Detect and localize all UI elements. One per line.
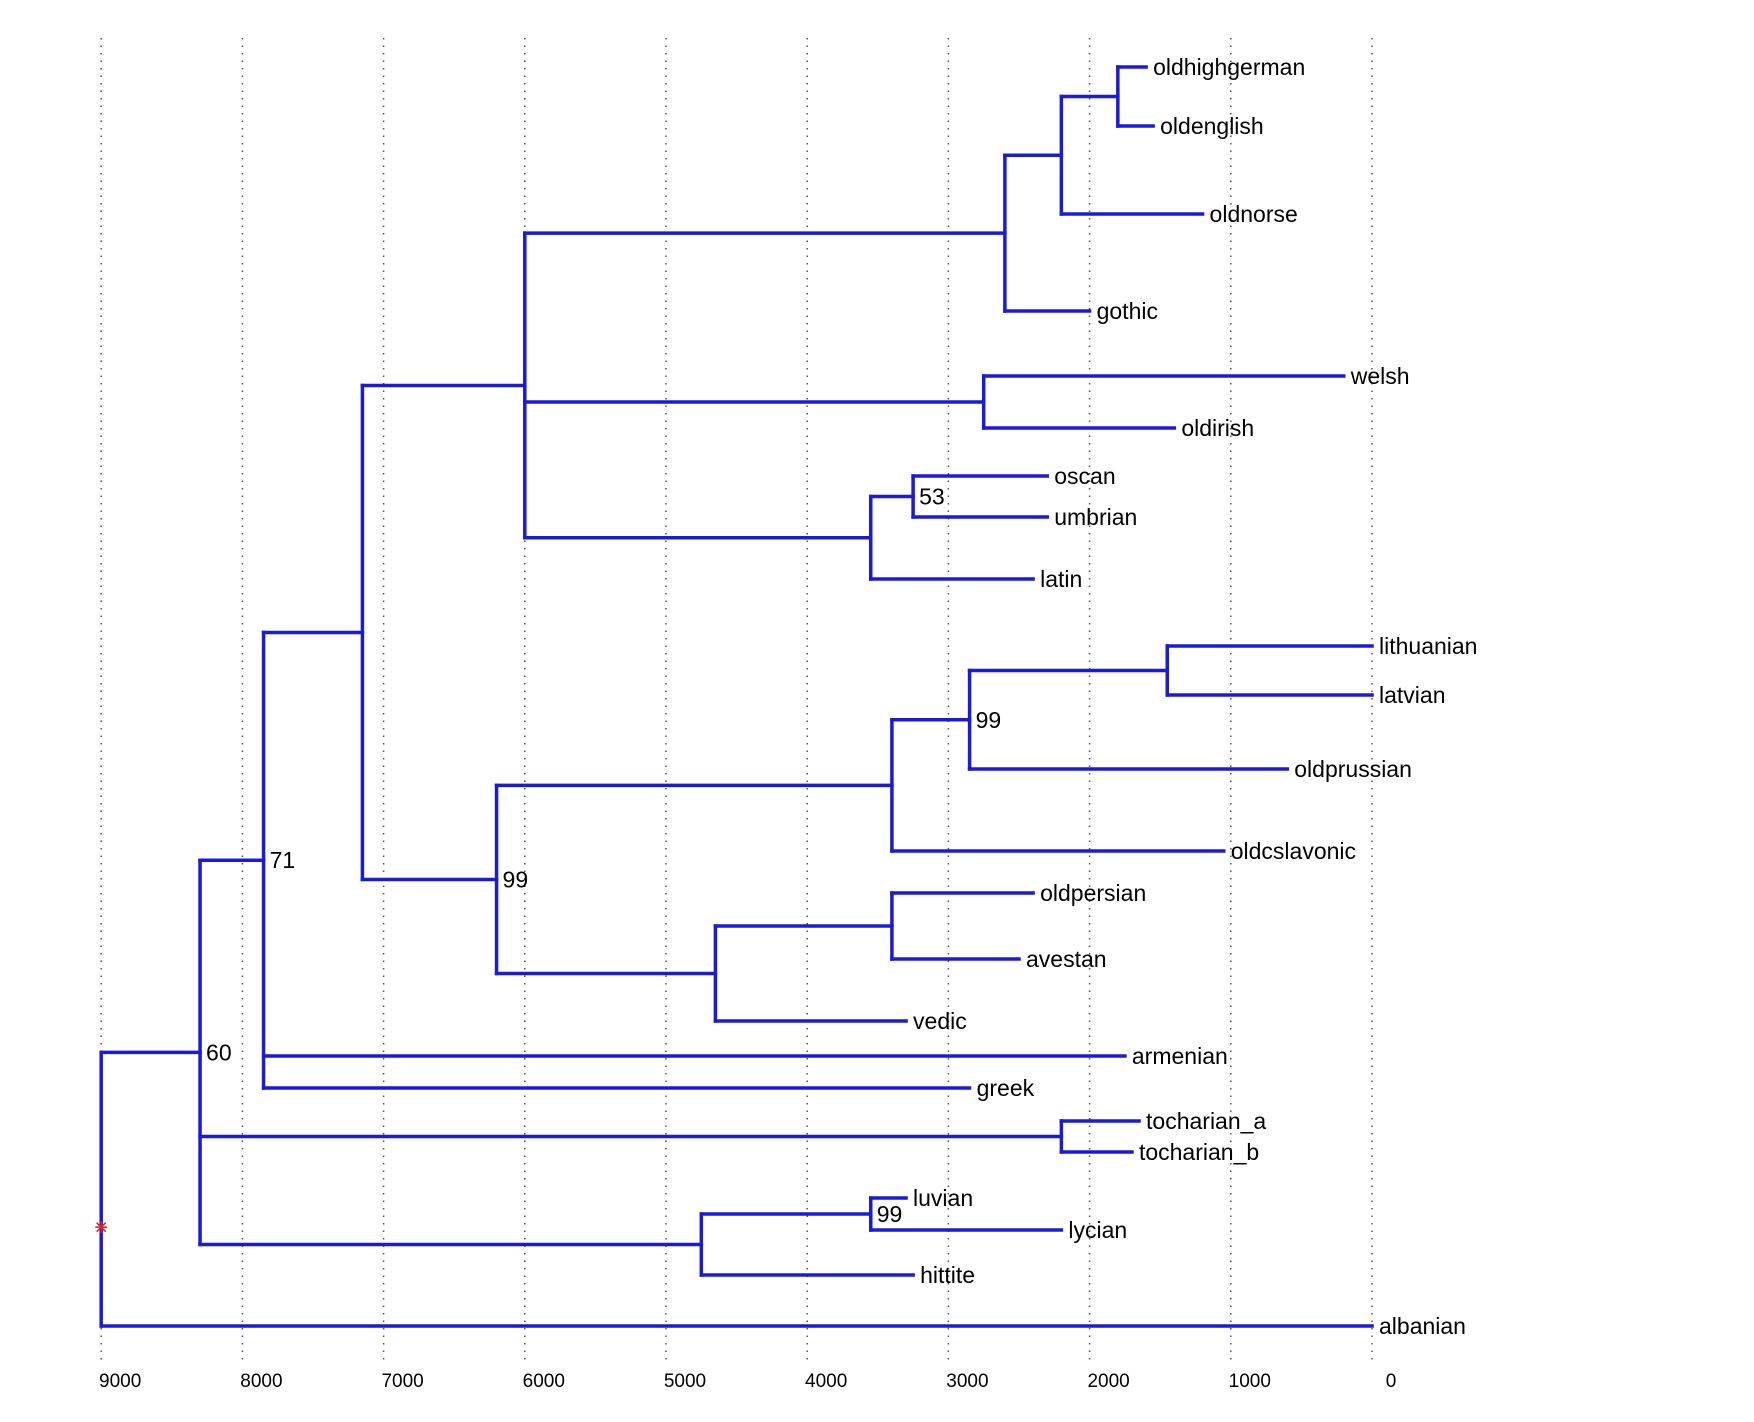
tip-label-oldcslavonic: oldcslavonic [1231, 838, 1356, 864]
support-value: 60 [206, 1039, 232, 1065]
tip-label-tocharian_a: tocharian_a [1146, 1108, 1266, 1134]
tip-label-luvian: luvian [913, 1185, 973, 1211]
tip-label-latvian: latvian [1379, 682, 1445, 708]
tip-label-armenian: armenian [1132, 1043, 1228, 1069]
time-axis: 9000 8000 7000 6000 5000 4000 3000 2000 1000 0 [99, 1371, 1396, 1392]
support-value: 71 [270, 847, 296, 873]
axis-tick-label: 6000 [523, 1371, 565, 1392]
axis-tick-label: 4000 [805, 1371, 847, 1392]
tip-label-umbrian: umbrian [1054, 504, 1137, 530]
tip-label-gothic: gothic [1097, 298, 1158, 324]
tree-branches [99, 65, 1374, 1328]
tip-label-oldpersian: oldpersian [1040, 880, 1146, 906]
axis-tick-label: 8000 [240, 1371, 282, 1392]
tree-labels: oldhighgerman oldenglish oldnorse gothic wel… [95, 54, 1477, 1339]
tip-label-greek: greek [977, 1075, 1035, 1101]
tip-label-lithuanian: lithuanian [1379, 633, 1477, 659]
root-marker-icon [95, 1221, 108, 1234]
tip-label-lycian: lycian [1068, 1217, 1127, 1243]
axis-tick-label: 2000 [1087, 1371, 1129, 1392]
tip-label-oldenglish: oldenglish [1160, 113, 1264, 139]
axis-tick-label: 0 [1386, 1371, 1397, 1392]
tip-label-hittite: hittite [920, 1262, 975, 1288]
tip-label-oldhighgerman: oldhighgerman [1153, 54, 1305, 80]
axis-tick-label: 1000 [1229, 1371, 1271, 1392]
tip-label-latin: latin [1040, 566, 1082, 592]
axis-tick-label: 9000 [99, 1371, 141, 1392]
tip-label-tocharian_b: tocharian_b [1139, 1139, 1259, 1165]
tip-label-oldirish: oldirish [1181, 415, 1254, 441]
tip-label-albanian: albanian [1379, 1313, 1466, 1339]
axis-tick-label: 7000 [381, 1371, 423, 1392]
support-value: 99 [976, 707, 1002, 733]
tip-label-oldnorse: oldnorse [1210, 201, 1298, 227]
axis-tick-label: 5000 [664, 1371, 706, 1392]
support-value: 53 [919, 484, 945, 510]
tip-label-oscan: oscan [1054, 463, 1115, 489]
support-value: 99 [503, 866, 529, 892]
support-value: 99 [877, 1201, 903, 1227]
tip-label-welsh: welsh [1350, 363, 1410, 389]
tip-label-vedic: vedic [913, 1008, 967, 1034]
axis-tick-label: 3000 [946, 1371, 988, 1392]
tip-label-oldprussian: oldprussian [1294, 756, 1412, 782]
tip-label-avestan: avestan [1026, 946, 1107, 972]
